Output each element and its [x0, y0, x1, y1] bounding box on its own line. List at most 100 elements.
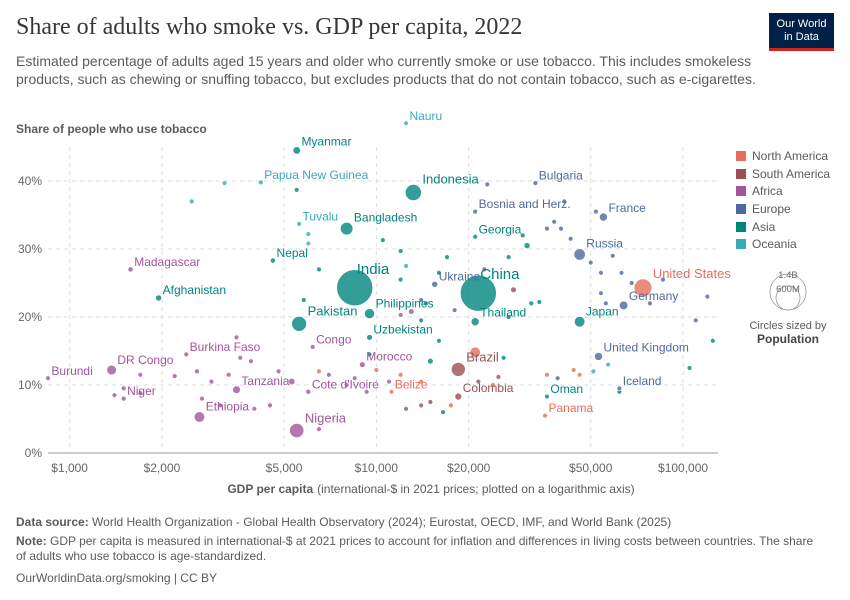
point-unlabeled[interactable]	[397, 248, 404, 254]
point-unlabeled[interactable]	[237, 355, 243, 361]
point-unlabeled[interactable]	[418, 297, 424, 303]
point-unlabeled[interactable]	[686, 365, 693, 371]
point-unlabeled[interactable]	[605, 361, 611, 368]
point-indonesia[interactable]	[404, 184, 422, 201]
owid-logo[interactable]: Our World in Data	[769, 13, 834, 51]
point-unlabeled[interactable]	[171, 373, 178, 379]
point-unlabeled[interactable]	[598, 290, 604, 296]
point-unlabeled[interactable]	[481, 266, 488, 273]
point-niger[interactable]	[120, 395, 127, 402]
point-unlabeled[interactable]	[352, 375, 358, 381]
point-myanmar[interactable]	[292, 146, 301, 155]
point-unlabeled[interactable]	[628, 280, 635, 286]
point-bosnia-and-herz-[interactable]	[472, 208, 478, 215]
point-unlabeled[interactable]	[451, 307, 458, 313]
point-unlabeled[interactable]	[610, 253, 616, 259]
point-unlabeled[interactable]	[221, 180, 228, 186]
point-unlabeled[interactable]	[316, 368, 322, 375]
point-unlabeled[interactable]	[427, 358, 434, 365]
point-unlabeled[interactable]	[363, 389, 370, 395]
point-unlabeled[interactable]	[440, 409, 446, 415]
point-unlabeled[interactable]	[660, 276, 666, 283]
point-unlabeled[interactable]	[510, 286, 517, 293]
point-unlabeled[interactable]	[288, 378, 296, 386]
point-unlabeled[interactable]	[418, 317, 424, 324]
point-unlabeled[interactable]	[710, 338, 716, 344]
point-unlabeled[interactable]	[397, 276, 404, 283]
point-unlabeled[interactable]	[366, 351, 373, 358]
point-unlabeled[interactable]	[137, 390, 144, 396]
point-unlabeled[interactable]	[423, 300, 429, 307]
point-unlabeled[interactable]	[373, 367, 380, 373]
point-nigeria[interactable]	[289, 423, 305, 438]
point-unlabeled[interactable]	[137, 372, 144, 378]
point-unlabeled[interactable]	[448, 402, 454, 409]
point-unlabeled[interactable]	[519, 232, 526, 239]
point-unlabeled[interactable]	[267, 402, 273, 409]
point-unlabeled[interactable]	[551, 219, 557, 225]
point-unlabeled[interactable]	[225, 372, 232, 378]
point-unlabeled[interactable]	[305, 240, 312, 247]
point-unlabeled[interactable]	[217, 402, 224, 409]
point-unlabeled[interactable]	[558, 225, 564, 232]
point-unlabeled[interactable]	[505, 254, 512, 260]
point-thailand[interactable]	[470, 317, 480, 327]
point-unlabeled[interactable]	[326, 372, 332, 378]
point-unlabeled[interactable]	[598, 270, 604, 276]
point-unlabeled[interactable]	[484, 181, 490, 188]
point-unlabeled[interactable]	[618, 270, 625, 276]
point-unlabeled[interactable]	[208, 378, 215, 385]
point-nauru[interactable]	[403, 120, 409, 126]
point-philippines[interactable]	[364, 308, 375, 319]
legend-item-europe[interactable]: Europe	[736, 200, 830, 218]
legend-item-africa[interactable]: Africa	[736, 182, 830, 200]
point-france[interactable]	[599, 212, 608, 222]
point-burundi[interactable]	[45, 375, 51, 381]
point-unlabeled[interactable]	[444, 254, 450, 260]
point-tanzania[interactable]	[232, 385, 241, 394]
point-unlabeled[interactable]	[647, 300, 653, 307]
point-uzbekistan[interactable]	[366, 334, 373, 341]
legend-item-south-america[interactable]: South America	[736, 165, 830, 183]
point-germany[interactable]	[619, 300, 629, 311]
point-unlabeled[interactable]	[427, 399, 434, 405]
point-unlabeled[interactable]	[536, 299, 543, 305]
point-unlabeled[interactable]	[475, 378, 482, 385]
point-unlabeled[interactable]	[397, 312, 404, 318]
point-unlabeled[interactable]	[576, 372, 583, 378]
point-ukraine[interactable]	[431, 281, 439, 288]
point-unlabeled[interactable]	[570, 367, 577, 373]
point-unlabeled[interactable]	[436, 338, 442, 344]
legend-item-north-america[interactable]: North America	[736, 147, 830, 165]
point-unlabeled[interactable]	[418, 402, 424, 409]
point-morocco[interactable]	[359, 361, 366, 368]
footer-url[interactable]: OurWorldinData.org/smoking | CC BY	[16, 571, 217, 585]
point-unlabeled[interactable]	[561, 198, 567, 205]
source-text[interactable]: World Health Organization - Global Healt…	[92, 515, 672, 529]
point-unlabeled[interactable]	[523, 242, 531, 249]
point-unlabeled[interactable]	[704, 293, 711, 300]
point-unlabeled[interactable]	[490, 382, 496, 388]
point-china[interactable]	[460, 274, 497, 312]
point-unlabeled[interactable]	[495, 374, 502, 380]
point-unlabeled[interactable]	[500, 355, 507, 361]
point-pakistan[interactable]	[291, 316, 307, 332]
point-iceland[interactable]	[616, 385, 623, 392]
point-unlabeled[interactable]	[294, 187, 300, 193]
point-unlabeled[interactable]	[316, 266, 322, 273]
point-unlabeled[interactable]	[233, 334, 240, 341]
point-unlabeled[interactable]	[194, 368, 200, 375]
point-unlabeled[interactable]	[693, 317, 699, 324]
point-unlabeled[interactable]	[275, 368, 282, 375]
point-unlabeled[interactable]	[590, 368, 597, 375]
point-panama[interactable]	[542, 412, 548, 419]
point-belize[interactable]	[388, 389, 395, 395]
legend-item-asia[interactable]: Asia	[736, 218, 830, 236]
point-unlabeled[interactable]	[544, 372, 550, 378]
point-madagascar[interactable]	[127, 266, 134, 273]
point-united-kingdom[interactable]	[594, 352, 603, 361]
point-unlabeled[interactable]	[380, 237, 386, 243]
point-unlabeled[interactable]	[554, 375, 561, 381]
point-unlabeled[interactable]	[418, 378, 424, 385]
point-unlabeled[interactable]	[603, 300, 609, 307]
